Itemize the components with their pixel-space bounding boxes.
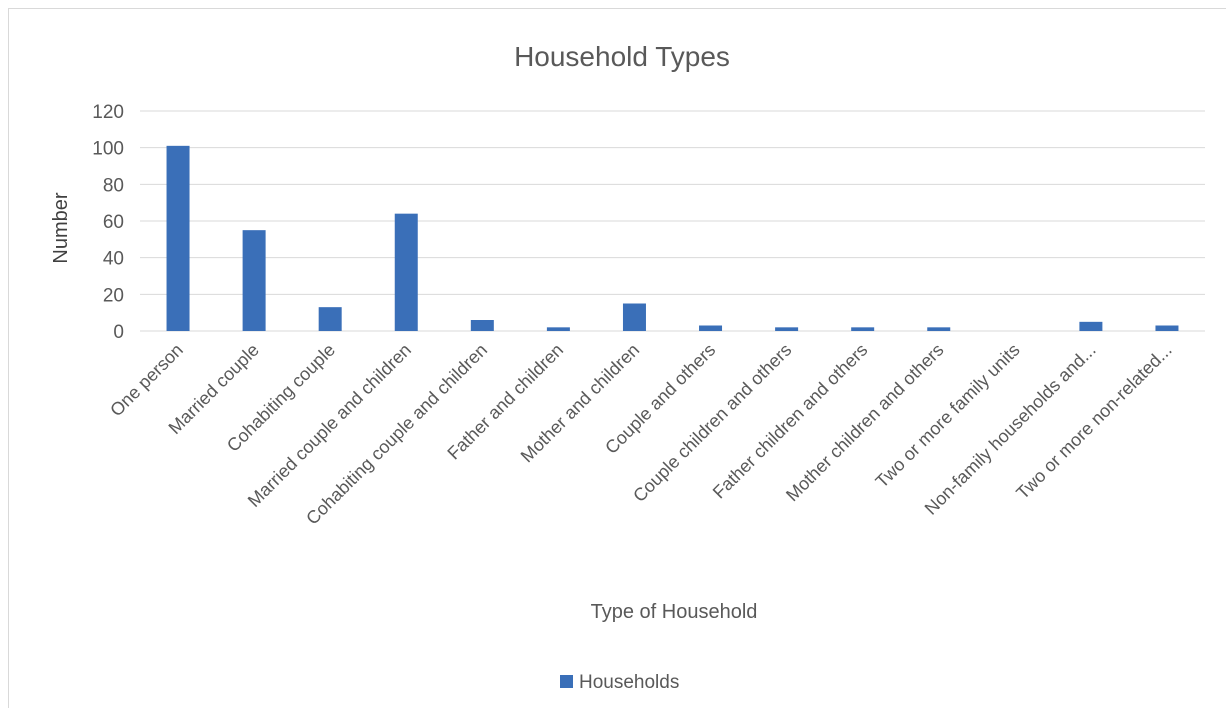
y-axis-tick-labels: 0 20 40 60 80 100 120: [92, 102, 124, 343]
bar-father-children-and-others: [851, 327, 875, 331]
chart-frame: Household Types 0 20 40 60 80 100 120 One pers…: [8, 8, 1226, 708]
household-types-chart: Household Types 0 20 40 60 80 100 120 One pers…: [50, 41, 1205, 693]
x-tick-label: Two or more family units: [872, 340, 1024, 492]
bar-couple-and-others: [699, 325, 723, 331]
y-axis-title: Number: [50, 192, 72, 263]
chart-title: Household Types: [514, 41, 730, 72]
bar-married-couple-and-children: [394, 213, 418, 331]
bar-one-person: [166, 145, 190, 331]
y-tick-label: 60: [103, 212, 124, 233]
bar-non-family-households-and: [1079, 321, 1103, 331]
x-tick-label: Father children and others: [709, 340, 872, 503]
y-tick-label: 40: [103, 249, 124, 270]
bars: [166, 145, 1179, 331]
bar-cohabiting-couple: [318, 307, 342, 331]
bar-mother-and-children: [622, 303, 646, 331]
x-tick-label: Couple children and others: [629, 340, 795, 506]
bar-mother-children-and-others: [927, 327, 951, 331]
legend-swatch-households: [560, 675, 573, 688]
x-tick-label: One person: [106, 340, 187, 421]
y-tick-label: 0: [113, 322, 124, 343]
bar-cohabiting-couple-and-children: [470, 320, 494, 331]
y-tick-label: 100: [92, 139, 124, 160]
bar-two-or-more-non-related: [1155, 325, 1179, 331]
x-tick-label: Two or more non-related...: [1012, 340, 1175, 503]
y-tick-label: 20: [103, 285, 124, 306]
x-tick-label: Mother children and others: [782, 340, 948, 506]
legend-label-households: Households: [579, 672, 679, 693]
y-tick-label: 120: [92, 102, 124, 123]
bar-couple-children-and-others: [775, 327, 799, 331]
gridlines: [140, 110, 1205, 332]
x-tick-label: Married couple and children: [244, 340, 415, 511]
y-tick-label: 80: [103, 175, 124, 196]
legend: Households: [560, 672, 679, 693]
x-axis-title: Type of Household: [591, 601, 758, 623]
bar-father-and-children: [546, 327, 570, 331]
bar-married-couple: [242, 230, 266, 331]
